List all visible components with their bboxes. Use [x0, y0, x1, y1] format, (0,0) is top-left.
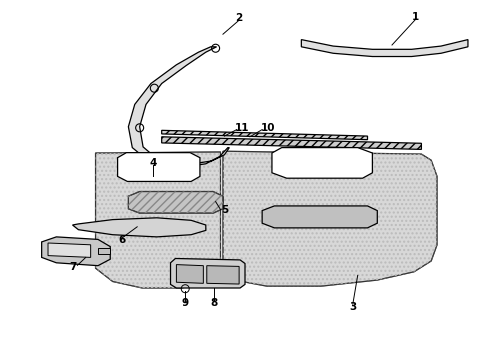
Polygon shape	[162, 130, 368, 140]
Text: 5: 5	[221, 204, 228, 215]
Polygon shape	[162, 137, 421, 149]
Polygon shape	[176, 265, 203, 283]
Polygon shape	[48, 243, 91, 257]
Polygon shape	[98, 248, 110, 254]
Polygon shape	[128, 192, 223, 213]
Text: 2: 2	[236, 13, 243, 23]
Polygon shape	[118, 153, 200, 181]
Text: 7: 7	[69, 262, 76, 273]
Polygon shape	[301, 40, 468, 57]
Text: 9: 9	[182, 298, 189, 309]
Polygon shape	[207, 266, 239, 284]
Text: 6: 6	[118, 235, 125, 246]
Polygon shape	[73, 218, 206, 237]
Polygon shape	[42, 237, 110, 266]
Polygon shape	[223, 151, 437, 286]
Polygon shape	[262, 206, 377, 228]
Polygon shape	[128, 47, 229, 167]
Text: 3: 3	[349, 302, 356, 312]
Polygon shape	[96, 152, 220, 288]
Text: 8: 8	[211, 298, 218, 309]
Text: 11: 11	[235, 123, 250, 133]
Text: 10: 10	[261, 123, 275, 133]
Polygon shape	[272, 148, 372, 178]
Polygon shape	[171, 258, 245, 288]
Text: 4: 4	[149, 158, 157, 168]
Text: 1: 1	[412, 12, 419, 22]
